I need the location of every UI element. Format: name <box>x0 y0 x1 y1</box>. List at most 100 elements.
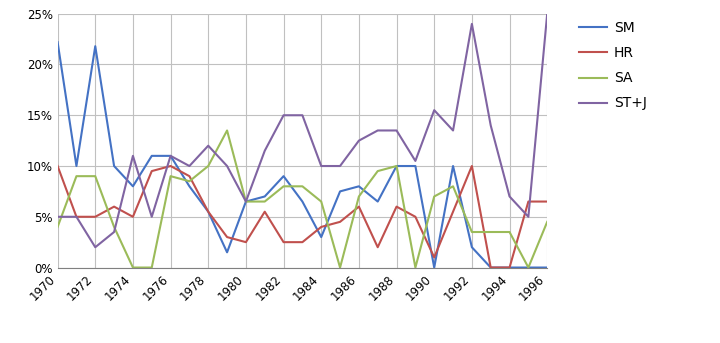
HR <box>430 255 438 259</box>
ST+J <box>487 123 495 128</box>
HR <box>129 215 138 219</box>
SA <box>166 174 175 178</box>
HR <box>53 164 62 168</box>
SA <box>467 230 476 234</box>
HR <box>543 200 552 204</box>
SA <box>524 265 533 270</box>
SM <box>543 265 552 270</box>
SM <box>148 154 156 158</box>
HR <box>204 210 212 214</box>
SA <box>374 169 382 173</box>
HR <box>109 204 118 209</box>
HR <box>261 210 269 214</box>
HR <box>374 245 382 249</box>
SA <box>185 179 194 183</box>
SA <box>392 164 401 168</box>
ST+J <box>109 230 118 234</box>
SM <box>109 164 118 168</box>
HR <box>185 174 194 178</box>
ST+J <box>543 12 552 16</box>
ST+J <box>166 154 175 158</box>
Legend: SM, HR, SA, ST+J: SM, HR, SA, ST+J <box>574 15 652 116</box>
ST+J <box>242 200 251 204</box>
HR <box>72 215 81 219</box>
SA <box>505 230 514 234</box>
SA <box>354 194 363 199</box>
ST+J <box>336 164 344 168</box>
ST+J <box>411 159 420 163</box>
ST+J <box>430 108 438 112</box>
ST+J <box>53 215 62 219</box>
SM <box>91 44 99 48</box>
Line: ST+J: ST+J <box>58 14 547 247</box>
SA <box>543 220 552 224</box>
SM <box>430 265 438 270</box>
ST+J <box>129 154 138 158</box>
HR <box>354 204 363 209</box>
SA <box>317 200 325 204</box>
SM <box>317 235 325 239</box>
HR <box>411 215 420 219</box>
HR <box>392 204 401 209</box>
SM <box>298 200 307 204</box>
SM <box>374 200 382 204</box>
HR <box>336 220 344 224</box>
ST+J <box>467 22 476 26</box>
SM <box>185 184 194 188</box>
SM <box>222 250 231 255</box>
SM <box>242 200 251 204</box>
SM <box>354 184 363 188</box>
SA <box>53 225 62 229</box>
HR <box>91 215 99 219</box>
ST+J <box>72 215 81 219</box>
SA <box>109 225 118 229</box>
HR <box>298 240 307 244</box>
SA <box>298 184 307 188</box>
SA <box>91 174 99 178</box>
SA <box>279 184 288 188</box>
SM <box>505 265 514 270</box>
ST+J <box>505 194 514 199</box>
SM <box>72 164 81 168</box>
SA <box>430 194 438 199</box>
SM <box>279 174 288 178</box>
Line: HR: HR <box>58 166 547 268</box>
SM <box>392 164 401 168</box>
SA <box>487 230 495 234</box>
SM <box>467 245 476 249</box>
SA <box>411 265 420 270</box>
ST+J <box>374 128 382 132</box>
SA <box>242 200 251 204</box>
HR <box>487 265 495 270</box>
SA <box>72 174 81 178</box>
HR <box>166 164 175 168</box>
SM <box>449 164 457 168</box>
SM <box>204 210 212 214</box>
ST+J <box>204 144 212 148</box>
HR <box>524 200 533 204</box>
SM <box>336 189 344 193</box>
HR <box>242 240 251 244</box>
HR <box>467 164 476 168</box>
SM <box>524 265 533 270</box>
SM <box>166 154 175 158</box>
SA <box>204 164 212 168</box>
ST+J <box>449 128 457 132</box>
Line: SA: SA <box>58 130 547 268</box>
ST+J <box>317 164 325 168</box>
HR <box>222 235 231 239</box>
ST+J <box>298 113 307 117</box>
SA <box>336 265 344 270</box>
SM <box>261 194 269 199</box>
SA <box>129 265 138 270</box>
SA <box>148 265 156 270</box>
HR <box>148 169 156 173</box>
ST+J <box>261 149 269 153</box>
ST+J <box>222 164 231 168</box>
HR <box>317 225 325 229</box>
ST+J <box>524 215 533 219</box>
SA <box>449 184 457 188</box>
ST+J <box>91 245 99 249</box>
ST+J <box>392 128 401 132</box>
SA <box>222 128 231 132</box>
